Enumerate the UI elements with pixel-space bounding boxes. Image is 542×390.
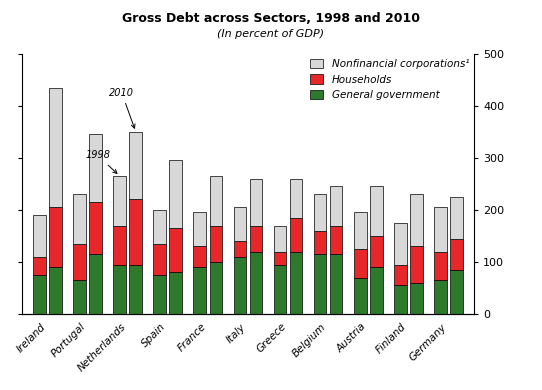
Bar xyxy=(249,225,262,252)
Bar xyxy=(289,252,302,314)
Bar xyxy=(274,225,286,252)
Bar xyxy=(434,280,447,314)
Bar xyxy=(410,194,423,246)
Bar xyxy=(234,241,247,257)
Bar xyxy=(193,267,207,314)
Text: Gross Debt across Sectors, 1998 and 2010: Gross Debt across Sectors, 1998 and 2010 xyxy=(122,12,420,25)
Bar xyxy=(393,264,406,285)
Bar xyxy=(49,207,62,267)
Bar xyxy=(210,176,222,225)
Bar xyxy=(330,225,343,254)
Bar xyxy=(113,225,126,264)
Text: 2010: 2010 xyxy=(109,88,135,128)
Bar xyxy=(330,186,343,225)
Bar xyxy=(249,179,262,225)
Bar xyxy=(170,228,182,272)
Bar xyxy=(33,257,46,275)
Bar xyxy=(274,264,286,314)
Bar xyxy=(170,160,182,228)
Bar xyxy=(210,225,222,262)
Bar xyxy=(193,246,207,267)
Bar xyxy=(314,254,326,314)
Text: 1998: 1998 xyxy=(85,151,117,174)
Bar xyxy=(153,244,166,275)
Bar xyxy=(314,231,326,254)
Bar xyxy=(354,249,366,278)
Bar xyxy=(113,264,126,314)
Bar xyxy=(130,264,142,314)
Bar xyxy=(450,197,463,239)
Bar xyxy=(354,213,366,249)
Bar xyxy=(354,278,366,314)
Bar xyxy=(89,202,102,254)
Bar xyxy=(249,252,262,314)
Bar xyxy=(450,270,463,314)
Bar xyxy=(289,218,302,252)
Bar xyxy=(113,176,126,225)
Bar xyxy=(49,88,62,207)
Bar xyxy=(89,254,102,314)
Bar xyxy=(393,223,406,264)
Bar xyxy=(234,257,247,314)
Bar xyxy=(370,267,383,314)
Bar xyxy=(153,210,166,244)
Bar xyxy=(393,285,406,314)
Bar xyxy=(193,213,207,246)
Bar xyxy=(130,200,142,264)
Bar xyxy=(450,239,463,270)
Bar xyxy=(410,283,423,314)
Bar xyxy=(234,207,247,241)
Bar xyxy=(73,280,86,314)
Legend: Nonfinancial corporations¹, Households, General government: Nonfinancial corporations¹, Households, … xyxy=(309,59,469,100)
Bar xyxy=(73,194,86,244)
Bar xyxy=(130,132,142,200)
Bar xyxy=(89,135,102,202)
Text: (In percent of GDP): (In percent of GDP) xyxy=(217,29,325,39)
Bar xyxy=(434,252,447,280)
Bar xyxy=(170,272,182,314)
Bar xyxy=(73,244,86,280)
Bar xyxy=(33,275,46,314)
Bar xyxy=(410,246,423,283)
Bar xyxy=(49,267,62,314)
Bar xyxy=(370,236,383,267)
Bar xyxy=(314,194,326,231)
Bar xyxy=(434,207,447,252)
Bar xyxy=(33,215,46,257)
Bar xyxy=(370,186,383,236)
Bar xyxy=(210,262,222,314)
Bar xyxy=(330,254,343,314)
Bar xyxy=(153,275,166,314)
Bar xyxy=(274,252,286,264)
Bar xyxy=(289,179,302,218)
